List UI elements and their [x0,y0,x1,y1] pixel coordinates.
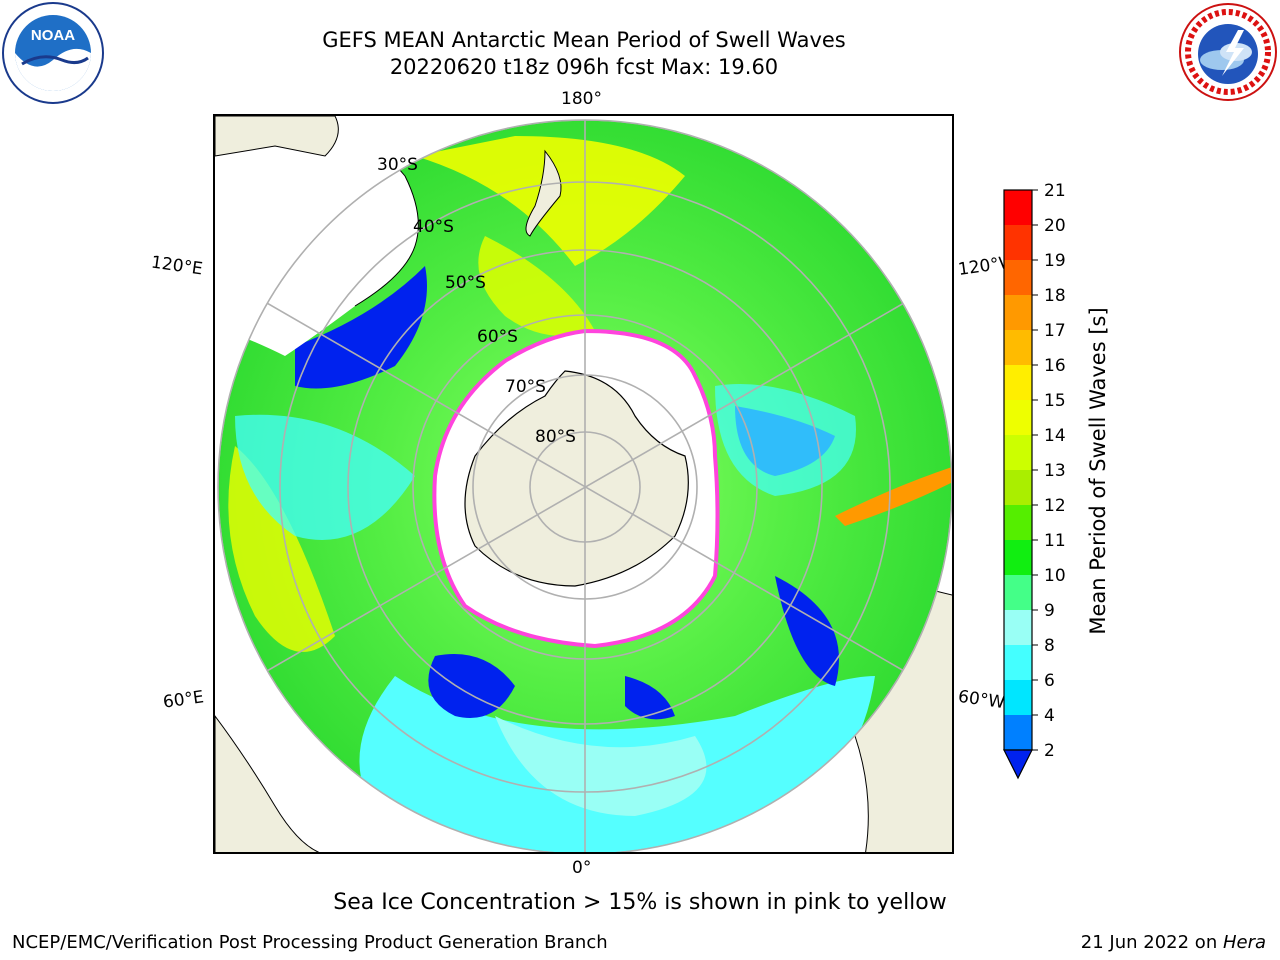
lat-label-60s: 60°S [477,327,518,347]
nws-logo [1179,3,1277,101]
colorbar-segment [1004,190,1032,225]
colorbar-tick-label: 17 [1044,321,1066,341]
lat-label-80s: 80°S [535,427,576,447]
lat-label-30s: 30°S [377,155,418,175]
antarctica [464,370,689,587]
lon-label-60e: 60°E [161,687,206,713]
colorbar-tick-label: 15 [1044,391,1066,411]
colorbar-tick-label: 14 [1044,426,1066,446]
lon-label-120e: 120°E [149,252,204,280]
lat-label-40s: 40°S [413,217,454,237]
colorbar-segment [1004,260,1032,295]
new-zealand [525,149,562,237]
colorbar-tick-label: 18 [1044,286,1066,306]
colorbar-segment [1004,295,1032,330]
colorbar-segment [1004,470,1032,505]
colorbar-segment [1004,610,1032,645]
colorbar-tick-label: 11 [1044,531,1066,551]
colorbar-tick-label: 8 [1044,636,1055,656]
colorbar-tick-label: 21 [1044,181,1066,201]
colorbar-segment [1004,225,1032,260]
chart-subtitle: 20220620 t18z 096h fcst Max: 19.60 [389,55,779,79]
lon-label-0: 0° [572,858,592,878]
colorbar-segment [1004,330,1032,365]
chart-title: GEFS MEAN Antarctic Mean Period of Swell… [322,28,846,52]
lat-label-50s: 50°S [445,273,486,293]
outside-land-lowerleft [215,715,320,852]
graticule [218,120,952,852]
field-lightcyan-south [495,716,707,816]
outside-land-australia [215,116,339,157]
field-blue-south-eddy [625,676,675,720]
footer-date-text: 21 Jun 2022 on [1080,932,1223,953]
colorbar-segment [1004,575,1032,610]
swell-period-map: 30°S 40°S 50°S 60°S 70°S 80°S [215,116,952,852]
colorbar-tick-label: 20 [1044,216,1066,236]
colorbar-segment [1004,715,1032,750]
colorbar-segment [1004,400,1032,435]
colorbar-tick-label: 9 [1044,601,1055,621]
colorbar-segment [1004,540,1032,575]
field-yellow-southwest [228,446,335,652]
field-blue-southwest-eddy [428,654,515,718]
noaa-logo: NOAA [2,2,104,104]
colorbar-segment [1004,365,1032,400]
colorbar-tick-label: 19 [1044,251,1066,271]
footer-credit: NCEP/EMC/Verification Post Processing Pr… [12,932,608,953]
colorbar-tick-label: 10 [1044,566,1066,586]
colorbar-segment [1004,505,1032,540]
footer-date: 21 Jun 2022 on Hera [1081,932,1266,953]
colorbar-segment [1004,435,1032,470]
colorbar-tick-label: 6 [1044,671,1055,691]
lat-label-70s: 70°S [505,377,546,397]
colorbar-tick-label: 16 [1044,356,1066,376]
colorbar-extend-min [1003,749,1033,780]
footer-host: Hera [1222,932,1266,953]
sea-ice-note: Sea Ice Concentration > 15% is shown in … [333,890,947,915]
field-blue-northwest [295,266,427,389]
colorbar-tick-label: 4 [1044,706,1055,726]
noaa-logo-text: NOAA [31,27,75,44]
field-yellow-band [478,236,595,336]
colorbar-segment [1004,645,1032,680]
colorbar: 21 20 19 18 17 16 15 14 13 12 11 10 9 8 6 4 2 [1003,181,1066,780]
polar-map: 30°S 40°S 50°S 60°S 70°S 80°S [213,114,954,854]
field-orange-streak [835,466,952,526]
colorbar-tick-label: 2 [1044,741,1055,761]
colorbar-tick-label: 12 [1044,496,1066,516]
colorbar-segment [1004,680,1032,715]
lon-label-180: 180° [561,89,602,109]
colorbar-label: Mean Period of Swell Waves [s] [1086,307,1110,635]
colorbar-tick-label: 13 [1044,461,1066,481]
